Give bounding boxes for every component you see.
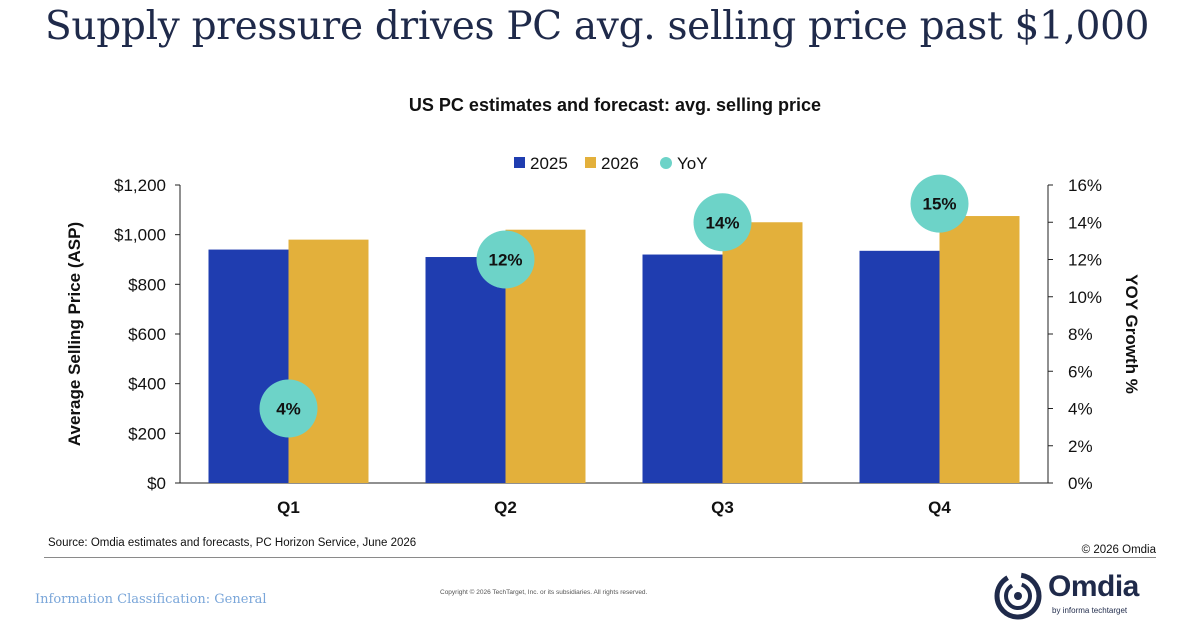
y2-tick-label: 4%	[1068, 400, 1093, 419]
y-tick-label: $200	[128, 424, 166, 443]
legend-label: YoY	[677, 154, 708, 173]
y-tick-label: $600	[128, 325, 166, 344]
legend-swatch	[660, 157, 672, 169]
logo-tagline: by informa techtarget	[1052, 606, 1128, 615]
y2-tick-label: 10%	[1068, 288, 1102, 307]
source-note: Source: Omdia estimates and forecasts, P…	[48, 537, 417, 549]
x-tick-label: Q1	[277, 498, 300, 517]
bar-2025-Q3	[642, 254, 723, 483]
page-title: Supply pressure drives PC avg. selling p…	[45, 4, 1150, 49]
yoy-data-label: 14%	[705, 213, 739, 232]
y2-tick-label: 16%	[1068, 176, 1102, 195]
yoy-data-label: 4%	[276, 400, 301, 419]
chart-bars	[208, 216, 1020, 483]
y-tick-label: $1,000	[114, 226, 166, 245]
asp-chart: US PC estimates and forecast: avg. selli…	[65, 95, 1141, 517]
y2-tick-label: 6%	[1068, 362, 1093, 381]
yoy-marker-Q1	[259, 379, 318, 438]
logo-wordmark: Omdia	[1048, 570, 1139, 603]
y2-axis-title: YOY Growth %	[1122, 274, 1141, 394]
legend-swatch	[585, 157, 596, 168]
y2-tick-label: 2%	[1068, 437, 1093, 456]
yoy-markers: 4% 12% 14% 15%	[259, 174, 969, 438]
x-tick-label: Q3	[711, 498, 734, 517]
yoy-marker-Q3	[693, 193, 752, 252]
copyright-right: © 2026 Omdia	[1081, 544, 1156, 556]
yoy-data-label: 15%	[922, 195, 956, 214]
chart-legend: 2025 2026 YoY	[514, 154, 708, 173]
y-tick-label: $800	[128, 275, 166, 294]
omdia-logo-icon	[994, 572, 1042, 620]
x-tick-label: Q2	[494, 498, 517, 517]
legend-label: 2025	[530, 154, 568, 173]
y-tick-label: $400	[128, 375, 166, 394]
divider	[44, 557, 1156, 558]
legend-label: 2026	[601, 154, 639, 173]
y2-tick-label: 0%	[1068, 474, 1093, 493]
classification-label: Information Classification: General	[35, 592, 267, 607]
bar-2025-Q2	[425, 257, 506, 483]
bar-2025-Q1	[208, 249, 289, 483]
y2-tick-label: 12%	[1068, 251, 1102, 270]
copyright-center: Copyright © 2026 TechTarget, Inc. or its…	[440, 589, 648, 596]
bar-2026-Q3	[722, 222, 803, 483]
legend-swatch	[514, 157, 525, 168]
x-tick-label: Q4	[928, 498, 951, 517]
omdia-logo: Omdia by informa techtarget	[990, 570, 1165, 622]
bar-2025-Q4	[859, 250, 940, 483]
y-tick-label: $1,200	[114, 176, 166, 195]
chart-title: US PC estimates and forecast: avg. selli…	[409, 95, 821, 115]
category-labels: Q1 Q2 Q3 Q4	[277, 498, 951, 517]
yoy-marker-Q2	[476, 230, 535, 289]
bar-2026-Q1	[288, 239, 369, 483]
y-tick-label: $0	[147, 474, 166, 493]
yoy-data-label: 12%	[488, 251, 522, 270]
bar-2026-Q4	[939, 216, 1020, 483]
y-axis-title: Average Selling Price (ASP)	[65, 222, 84, 446]
y2-tick-label: 14%	[1068, 213, 1102, 232]
yoy-marker-Q4	[910, 174, 969, 233]
y2-tick-label: 8%	[1068, 325, 1093, 344]
